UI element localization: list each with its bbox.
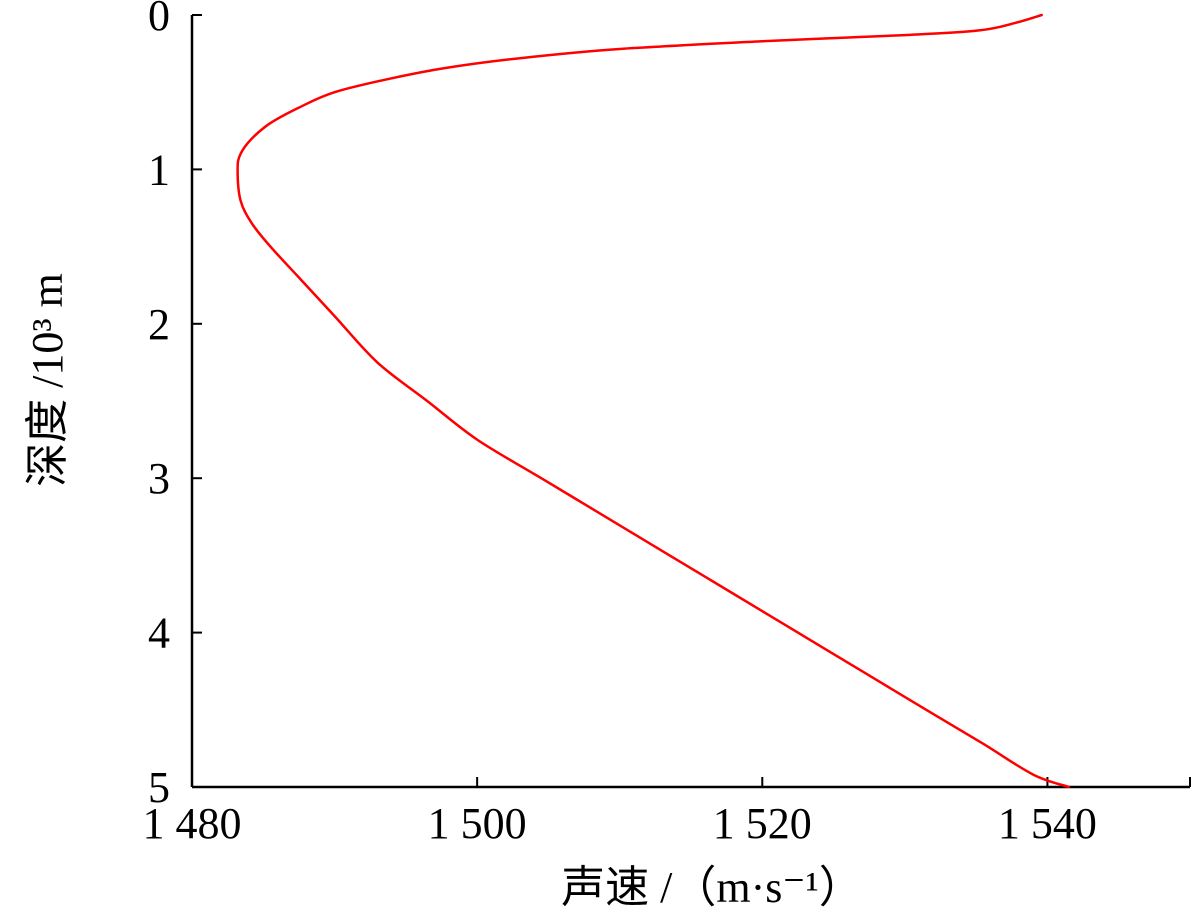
axes <box>190 15 1190 789</box>
x-axis-label: 声速 /（m·s⁻¹） <box>561 863 863 912</box>
sound-speed-profile-line <box>236 13 1071 789</box>
x-tick-label: 1 520 <box>713 799 812 848</box>
y-tick-label: 0 <box>148 0 170 40</box>
x-tick-label: 1 480 <box>143 799 242 848</box>
series-group <box>236 13 1071 789</box>
y-ticks: 0 1 2 3 4 5 <box>148 0 202 812</box>
y-tick-label: 4 <box>148 609 170 658</box>
x-tick-label: 1 500 <box>428 799 527 848</box>
y-tick-label: 2 <box>148 300 170 349</box>
y-tick-label: 1 <box>148 145 170 194</box>
y-tick-label: 5 <box>148 763 170 812</box>
x-tick-label: 1 540 <box>998 799 1097 848</box>
y-axis-label: 深度 /10³ m <box>23 273 72 487</box>
x-ticks: 1 480 1 500 1 520 1 540 <box>143 777 1191 848</box>
y-tick-label: 3 <box>148 454 170 503</box>
